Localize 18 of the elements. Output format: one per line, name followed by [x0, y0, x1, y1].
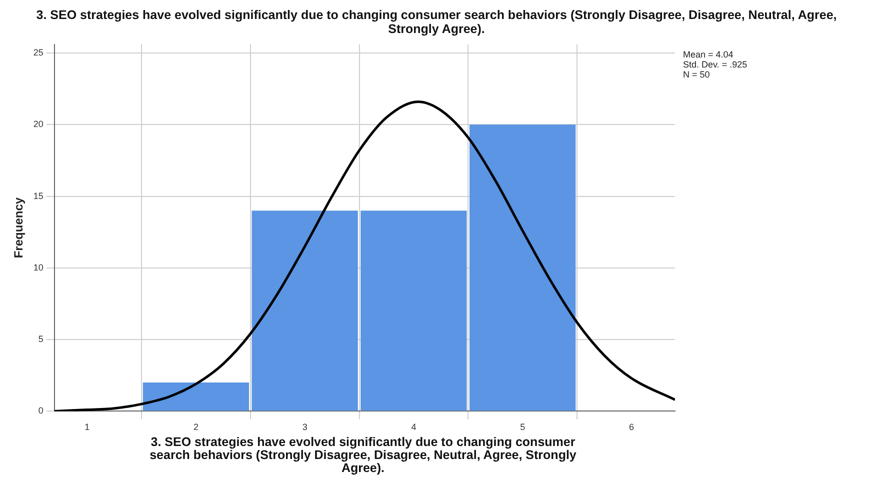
- y-tick-label: 20: [33, 119, 44, 130]
- chart-title: 3. SEO strategies have evolved significantly due to changing consumer search behaviors (Strongly Disagree, Disagree, Neutral, Agree, Strongly Agree).: [35, 8, 838, 36]
- y-tick-label: 0: [38, 406, 44, 416]
- x-tick-label: 3: [302, 422, 308, 432]
- x-tick-label: 4: [411, 422, 416, 432]
- x-axis-title: 3. SEO strategies have evolved significantly due to changing consumer search behaviors (Strongly Disagree, Disagree, Neutral, Agree, Strongly Agree).: [148, 435, 578, 475]
- text: Mean = 4.04: [683, 49, 734, 60]
- text: Std. Dev. = .925: [683, 59, 748, 70]
- x-tick-label: 2: [193, 422, 198, 432]
- text: N = 50: [683, 69, 710, 80]
- y-tick-label: 10: [33, 262, 44, 272]
- y-tick-label: 5: [38, 334, 44, 344]
- x-tick-label: 1: [84, 422, 90, 432]
- y-tick-label: 15: [33, 190, 44, 201]
- x-tick-label: 5: [520, 422, 526, 432]
- y-axis-title: Frequency: [12, 197, 26, 258]
- x-tick-label: 6: [628, 422, 634, 432]
- y-tick-label: 25: [33, 47, 44, 58]
